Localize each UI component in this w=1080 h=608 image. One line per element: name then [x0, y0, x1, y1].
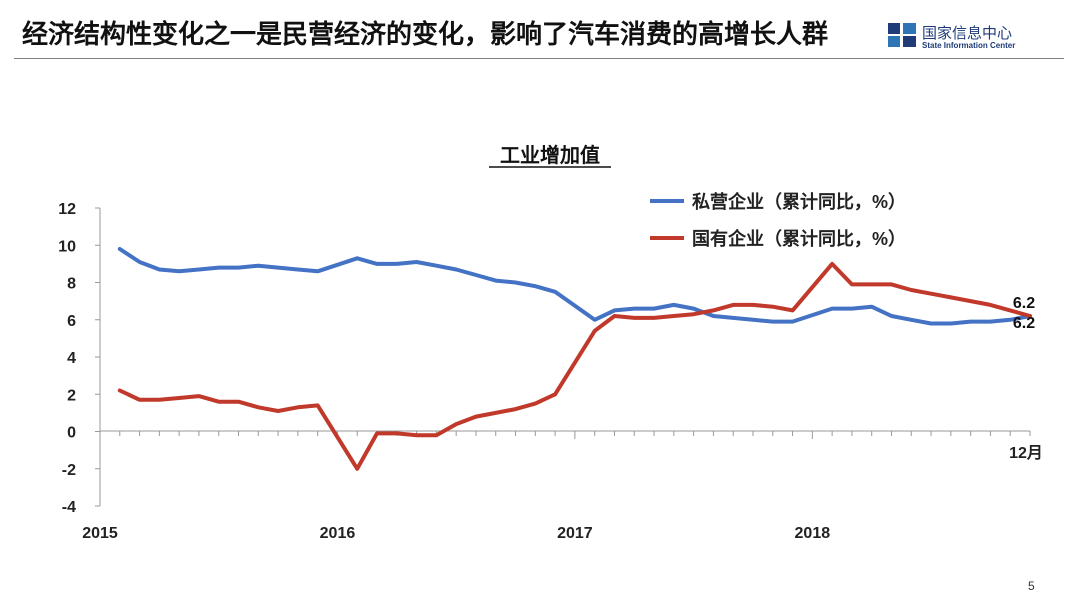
- x-tick-label: 2016: [320, 525, 356, 542]
- logo-english-name: State Information Center: [922, 41, 1016, 50]
- x-tick-label: 2017: [557, 525, 593, 542]
- y-tick-label: 4: [67, 350, 76, 367]
- page-number: 5: [1028, 579, 1035, 593]
- y-tick-label: 8: [67, 276, 76, 293]
- series-line-state: [117, 261, 1032, 471]
- slide-title: 经济结构性变化之一是民营经济的变化，影响了汽车消费的高增长人群: [22, 19, 829, 49]
- x-end-label: 12月: [1009, 444, 1043, 462]
- state-information-center-logo: 国家信息中心 State Information Center: [888, 20, 1068, 54]
- y-tick-label: 6: [67, 313, 76, 330]
- legend-label: 私营企业（累计同比，%）: [692, 191, 906, 212]
- y-tick-label: 2: [67, 387, 76, 404]
- end-label-private: 6.2: [1013, 315, 1035, 332]
- end-label-state: 6.2: [1013, 295, 1035, 312]
- legend-label: 国有企业（累计同比，%）: [692, 228, 906, 249]
- header-divider: [14, 58, 1064, 59]
- x-tick-label: 2015: [82, 525, 118, 542]
- logo-chinese-name: 国家信息中心: [922, 24, 1013, 42]
- y-tick-label: -2: [62, 462, 76, 479]
- y-tick-label: 0: [67, 425, 76, 442]
- y-tick-label: -4: [62, 499, 76, 516]
- chart-title: 工业增加值: [500, 143, 600, 167]
- y-tick-label: 10: [58, 238, 76, 255]
- series-line-private: [117, 247, 1032, 326]
- x-tick-label: 2018: [795, 525, 831, 542]
- y-tick-label: 12: [58, 201, 76, 218]
- logo-mark-icon: [888, 23, 916, 47]
